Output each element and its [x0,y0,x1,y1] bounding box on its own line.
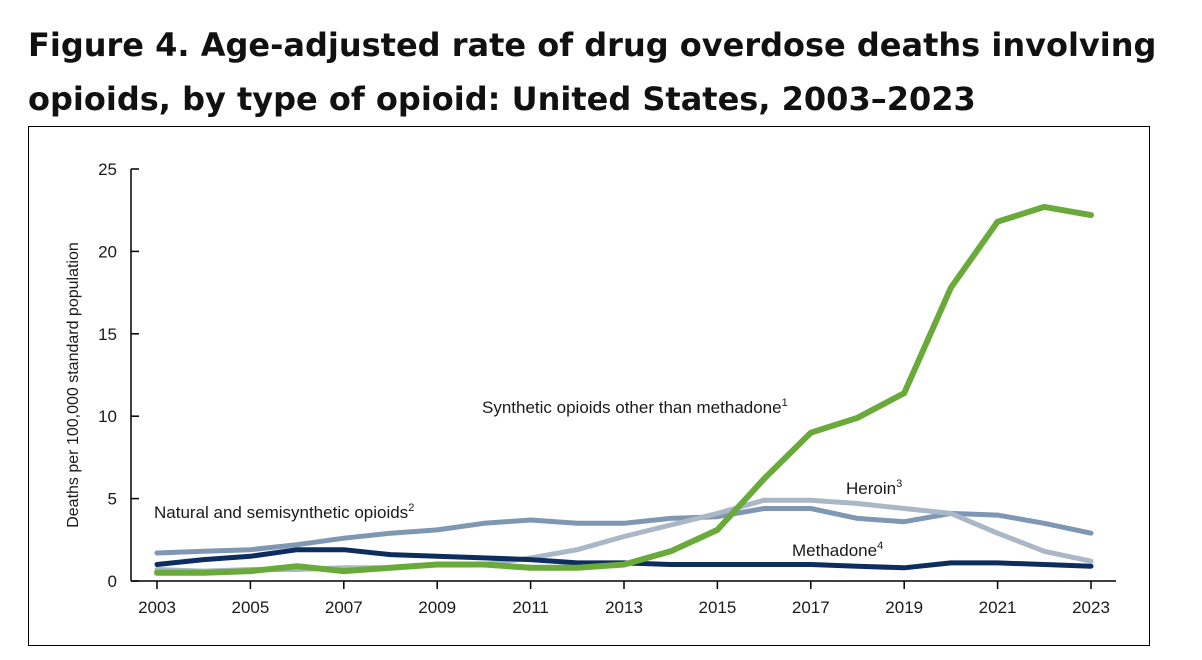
figure-title-line-1: Figure 4. Age-adjusted rate of drug over… [28,26,1157,64]
x-tick-label: 2007 [325,598,363,617]
y-tick-label: 5 [108,490,117,509]
x-tick-label: 2021 [979,598,1017,617]
x-tick-label: 2015 [698,598,736,617]
figure-title-line-2: opioids, by type of opioid: United State… [28,80,976,118]
chart-frame [28,126,1150,646]
x-tick-label: 2005 [231,598,269,617]
y-tick-label: 20 [98,242,117,261]
x-tick-label: 2003 [138,598,176,617]
x-tick-label: 2009 [418,598,456,617]
x-tick-label: 2011 [512,598,549,617]
y-tick-label: 25 [98,160,117,179]
annotation-methadone: Methadone4 [792,540,883,560]
series-line-natural-and-semisynthetic-opioids [154,506,1094,556]
series-layer [154,203,1094,576]
axes: 0 5 10 15 20 25 2003 2005 2007 2009 2011 2013 2015 20… [98,160,1116,617]
series-line-synthetic-opioids-other-than-methadone [154,203,1094,576]
annotation-synthetic: Synthetic opioids other than methadone1 [482,397,788,417]
x-tick-label: 2017 [792,598,830,617]
annotation-natural-semisynthetic: Natural and semisynthetic opioids2 [154,502,414,522]
x-tick-label: 2019 [885,598,923,617]
y-tick-label: 10 [98,407,117,426]
y-tick-label: 15 [98,325,117,344]
annotation-heroin: Heroin3 [846,478,902,498]
labels-layer: Deaths per 100,000 standard population S… [65,242,902,560]
figure-title: Figure 4. Age-adjusted rate of drug over… [28,18,1178,126]
x-tick-label: 2023 [1072,598,1110,617]
y-axis-label: Deaths per 100,000 standard population [65,242,82,528]
x-tick-label: 2013 [605,598,643,617]
y-tick-label: 0 [108,572,117,591]
